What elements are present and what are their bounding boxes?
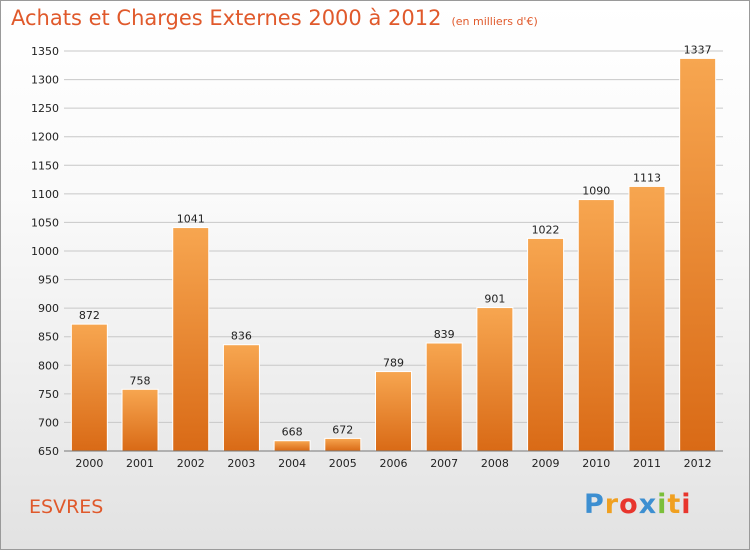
y-tick-label: 1150: [31, 159, 59, 172]
x-tick-label: 2009: [532, 457, 560, 470]
bar-2004: [273, 440, 311, 452]
bar-2008: [476, 307, 514, 452]
chart-subtitle: (en milliers d'€): [451, 15, 538, 28]
bar-2009: [527, 237, 565, 452]
x-tick-label: 2008: [481, 457, 509, 470]
x-tick-label: 2004: [278, 457, 306, 470]
proxiti-logo: Proxiti: [584, 489, 692, 520]
value-label: 839: [434, 328, 455, 341]
bar-2000: [70, 323, 108, 452]
city-name: ESVRES: [29, 496, 104, 518]
logo-letter: t: [667, 489, 682, 520]
logo-letter: o: [619, 489, 639, 520]
value-label: 672: [332, 423, 353, 436]
y-tick-label: 900: [38, 302, 59, 315]
value-labels: 872 758 1041 836 668 672 789 839 901 1022 1090 1113…: [79, 43, 712, 438]
x-axis-tick-labels: 2000 2001 2002 2003 2004 2005 2006 2007 2008 2009…: [75, 457, 711, 470]
y-tick-label: 1350: [31, 45, 59, 58]
y-tick-label: 1100: [31, 188, 59, 201]
value-label: 1041: [177, 213, 205, 226]
bar-2005: [324, 437, 362, 452]
y-axis-tick-labels: 650 700 750 800 850 900 950 1000 1050 1100 1150 120…: [31, 45, 59, 458]
x-tick-label: 2011: [633, 457, 661, 470]
value-label: 758: [130, 374, 151, 387]
bar-2007: [425, 342, 463, 452]
bar-2002: [172, 227, 210, 452]
x-tick-label: 2012: [684, 457, 712, 470]
value-label: 836: [231, 330, 252, 343]
logo-letter: i: [681, 489, 692, 520]
y-tick-label: 650: [38, 445, 59, 458]
y-tick-label: 1000: [31, 245, 59, 258]
value-label: 1113: [633, 171, 661, 184]
value-label: 668: [282, 426, 303, 439]
y-tick-label: 800: [38, 359, 59, 372]
bar-2012: [679, 57, 717, 452]
x-tick-label: 2003: [227, 457, 255, 470]
x-tick-label: 2001: [126, 457, 154, 470]
bar-2010: [577, 199, 615, 452]
x-tick-label: 2010: [582, 457, 610, 470]
value-label: 789: [383, 357, 404, 370]
bars: [70, 57, 717, 452]
logo-letter: i: [657, 489, 668, 520]
value-label: 872: [79, 309, 100, 322]
chart-title: Achats et Charges Externes 2000 à 2012: [11, 6, 442, 30]
y-tick-label: 1050: [31, 216, 59, 229]
y-tick-label: 1250: [31, 102, 59, 115]
logo-letter: P: [584, 489, 605, 520]
logo-letter: r: [604, 489, 620, 520]
x-tick-label: 2005: [329, 457, 357, 470]
chart-title-block: Achats et Charges Externes 2000 à 2012 (e…: [11, 6, 538, 30]
y-tick-label: 950: [38, 274, 59, 287]
value-label: 1337: [684, 43, 712, 56]
bar-2011: [628, 185, 666, 452]
x-tick-label: 2000: [75, 457, 103, 470]
y-tick-label: 700: [38, 416, 59, 429]
bar-2003: [222, 344, 260, 452]
logo-letter: x: [638, 489, 658, 520]
x-tick-label: 2007: [430, 457, 458, 470]
bar-2006: [375, 371, 412, 452]
x-tick-label: 2006: [380, 457, 408, 470]
y-tick-label: 850: [38, 331, 59, 344]
bar-2001: [121, 388, 159, 452]
value-label: 1022: [532, 223, 560, 236]
value-label: 901: [484, 293, 505, 306]
x-tick-label: 2002: [177, 457, 205, 470]
y-tick-label: 1300: [31, 74, 59, 87]
y-tick-label: 750: [38, 388, 59, 401]
value-label: 1090: [582, 185, 610, 198]
y-tick-label: 1200: [31, 131, 59, 144]
